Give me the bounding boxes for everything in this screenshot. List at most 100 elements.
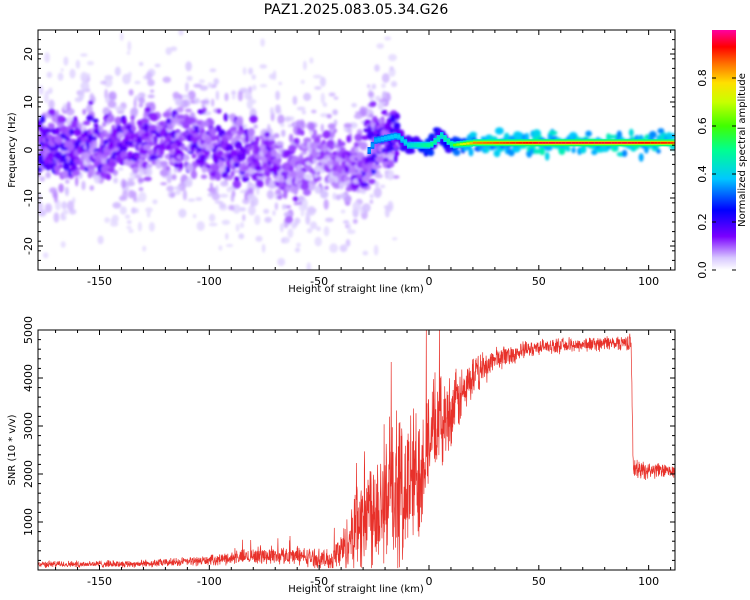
heatmap-cell	[285, 185, 290, 193]
heatmap-cell	[117, 111, 125, 114]
heatmap-cell	[628, 128, 634, 137]
spectrogram-x-tick-label: -50	[310, 275, 328, 288]
heatmap-cell	[329, 243, 338, 253]
heatmap-cell	[305, 214, 311, 225]
heatmap-cell	[117, 132, 124, 139]
heatmap-cell	[367, 84, 371, 88]
heatmap-cell	[159, 169, 169, 177]
heatmap-cell	[174, 186, 182, 190]
heatmap-cell	[44, 203, 53, 213]
heatmap-cell	[314, 173, 318, 179]
heatmap-cell	[268, 134, 276, 142]
heatmap-cell	[246, 150, 251, 156]
heatmap-cell	[433, 139, 437, 144]
heatmap-cell	[114, 66, 121, 77]
heatmap-cell	[135, 208, 139, 214]
heatmap-cell	[346, 135, 352, 143]
heatmap-cell	[86, 164, 96, 170]
heatmap-cell	[611, 141, 615, 144]
heatmap-cell	[229, 126, 238, 132]
heatmap-cell	[244, 128, 249, 137]
heatmap-cell	[215, 171, 222, 181]
heatmap-cell	[38, 155, 44, 161]
heatmap-cell	[660, 141, 665, 144]
heatmap-cell	[175, 149, 183, 156]
heatmap-cell	[132, 166, 139, 174]
heatmap-cell	[571, 147, 576, 154]
heatmap-cell	[60, 214, 67, 221]
heatmap-cell	[147, 79, 155, 87]
heatmap-cell	[328, 92, 336, 97]
heatmap-cell	[219, 193, 229, 198]
heatmap-cell	[200, 100, 210, 104]
heatmap-cell	[122, 180, 126, 189]
heatmap-cell	[101, 165, 110, 173]
heatmap-cell	[388, 54, 397, 62]
heatmap-cell	[656, 148, 661, 154]
heatmap-cell	[57, 72, 64, 81]
heatmap-cell	[512, 141, 516, 144]
heatmap-cell	[259, 64, 268, 69]
heatmap-cell	[322, 130, 331, 139]
heatmap-cell	[277, 195, 283, 200]
heatmap-cell	[291, 221, 297, 230]
heatmap-cell	[144, 106, 152, 113]
heatmap-cell	[182, 189, 187, 201]
heatmap-cell	[544, 152, 550, 161]
spectrogram-x-tick-label: 50	[532, 275, 546, 288]
heatmap-cell	[459, 143, 464, 146]
heatmap-cell	[155, 159, 163, 169]
heatmap-cell	[296, 164, 303, 170]
heatmap-cell	[142, 144, 152, 151]
heatmap-cell	[247, 127, 255, 137]
heatmap-cell	[343, 123, 352, 128]
heatmap-cell	[58, 164, 63, 169]
heatmap-cell	[187, 90, 196, 101]
heatmap-cell	[80, 53, 88, 57]
heatmap-cell	[88, 100, 94, 106]
heatmap-cell	[303, 92, 312, 101]
spectrogram-x-tick-label: -100	[197, 275, 222, 288]
heatmap-cell	[232, 204, 241, 214]
spectrogram-x-tick-label: 0	[425, 275, 432, 288]
heatmap-cell	[384, 210, 389, 216]
heatmap-cell	[231, 94, 236, 100]
heatmap-cell	[248, 67, 254, 75]
heatmap-cell	[347, 223, 351, 231]
heatmap-cell	[463, 142, 467, 145]
heatmap-cell	[234, 140, 242, 149]
heatmap-cell	[353, 141, 360, 148]
snr-frame	[37, 329, 676, 571]
heatmap-cell	[393, 112, 401, 120]
heatmap-cell	[393, 134, 398, 139]
heatmap-cell	[213, 157, 219, 165]
heatmap-cell	[110, 218, 117, 223]
heatmap-cell	[295, 119, 303, 127]
heatmap-cell	[86, 114, 94, 122]
heatmap-cell	[199, 85, 208, 91]
heatmap-cell	[300, 79, 305, 84]
heatmap-cell	[314, 165, 320, 174]
heatmap-cell	[127, 41, 132, 52]
heatmap-cell	[390, 81, 398, 88]
heatmap-cell	[323, 226, 330, 237]
heatmap-cell	[119, 160, 125, 166]
heatmap-cell	[302, 189, 312, 196]
heatmap-cell	[93, 123, 99, 128]
heatmap-cell	[373, 187, 382, 199]
heatmap-cell	[113, 177, 118, 184]
heatmap-cell	[128, 229, 134, 233]
heatmap-cell	[107, 161, 117, 168]
heatmap-cell	[363, 107, 368, 111]
heatmap-cell	[142, 123, 150, 132]
heatmap-cell	[221, 219, 231, 225]
heatmap-cell	[266, 189, 274, 200]
heatmap-cell	[225, 165, 231, 174]
heatmap-cell	[130, 115, 135, 121]
heatmap-cell	[617, 141, 622, 144]
heatmap-cell	[268, 140, 276, 145]
heatmap-cell	[48, 146, 58, 152]
heatmap-cell	[275, 141, 284, 147]
heatmap-cell	[354, 133, 363, 142]
